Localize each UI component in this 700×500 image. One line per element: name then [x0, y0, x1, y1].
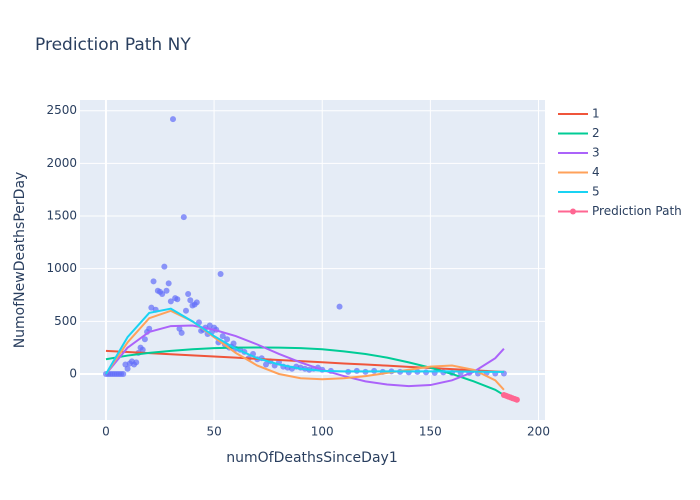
- data-point: [224, 336, 231, 343]
- y-tick-label: 0: [69, 366, 77, 380]
- legend-label: 2: [592, 126, 600, 140]
- series-line: [105, 324, 505, 388]
- y-tick-label: 1000: [46, 261, 77, 275]
- data-point: [187, 297, 194, 304]
- legend-label: Prediction Path: [592, 204, 682, 218]
- marks: [102, 116, 520, 403]
- series-line: [105, 349, 504, 373]
- data-point: [193, 299, 200, 306]
- x-tick-label: 200: [527, 425, 550, 439]
- chart-title: Prediction Path NY: [35, 35, 191, 55]
- y-tick-label: 2000: [46, 156, 77, 170]
- data-point: [423, 369, 430, 376]
- x-axis-title: numOfDeathsSinceDay1: [226, 450, 397, 466]
- data-point: [124, 365, 131, 372]
- y-axis-title: NumofNewDeathsPerDay: [12, 172, 28, 349]
- data-point: [336, 303, 343, 310]
- legend-label: 1: [592, 107, 600, 121]
- data-point: [167, 298, 174, 305]
- data-point: [161, 263, 168, 270]
- data-point: [139, 346, 146, 353]
- series-line: [105, 309, 505, 391]
- data-point: [159, 290, 166, 297]
- data-point: [120, 370, 127, 377]
- data-point: [217, 270, 224, 277]
- series-marker: [513, 396, 520, 403]
- data-point: [146, 325, 153, 332]
- series-line: [105, 307, 504, 375]
- data-point: [174, 296, 181, 303]
- data-point: [263, 361, 269, 368]
- y-tick-label: 2500: [46, 103, 77, 117]
- legend-label: 5: [592, 185, 600, 199]
- series-line: [105, 346, 505, 396]
- legend: 1 2 3 4 5 Prediction Path: [558, 107, 682, 218]
- data-point: [163, 287, 170, 294]
- data-point: [180, 214, 187, 221]
- x-tick-label: 0: [102, 425, 110, 439]
- data-point: [133, 359, 140, 366]
- data-point: [141, 336, 148, 343]
- data-point: [185, 290, 192, 297]
- y-tick-label: 1500: [46, 209, 77, 223]
- data-point: [230, 340, 237, 347]
- x-tick-label: 100: [311, 425, 334, 439]
- data-point: [170, 116, 176, 123]
- y-tick-label: 500: [54, 314, 77, 328]
- data-point: [150, 278, 157, 285]
- legend-marker: [570, 208, 576, 215]
- legend-label: 4: [592, 165, 600, 179]
- data-point: [219, 333, 226, 340]
- legend-label: 3: [592, 146, 600, 160]
- x-tick-label: 150: [419, 425, 442, 439]
- x-tick-label: 50: [206, 425, 221, 439]
- data-point: [178, 329, 185, 336]
- data-point: [165, 280, 172, 287]
- data-point: [182, 307, 189, 314]
